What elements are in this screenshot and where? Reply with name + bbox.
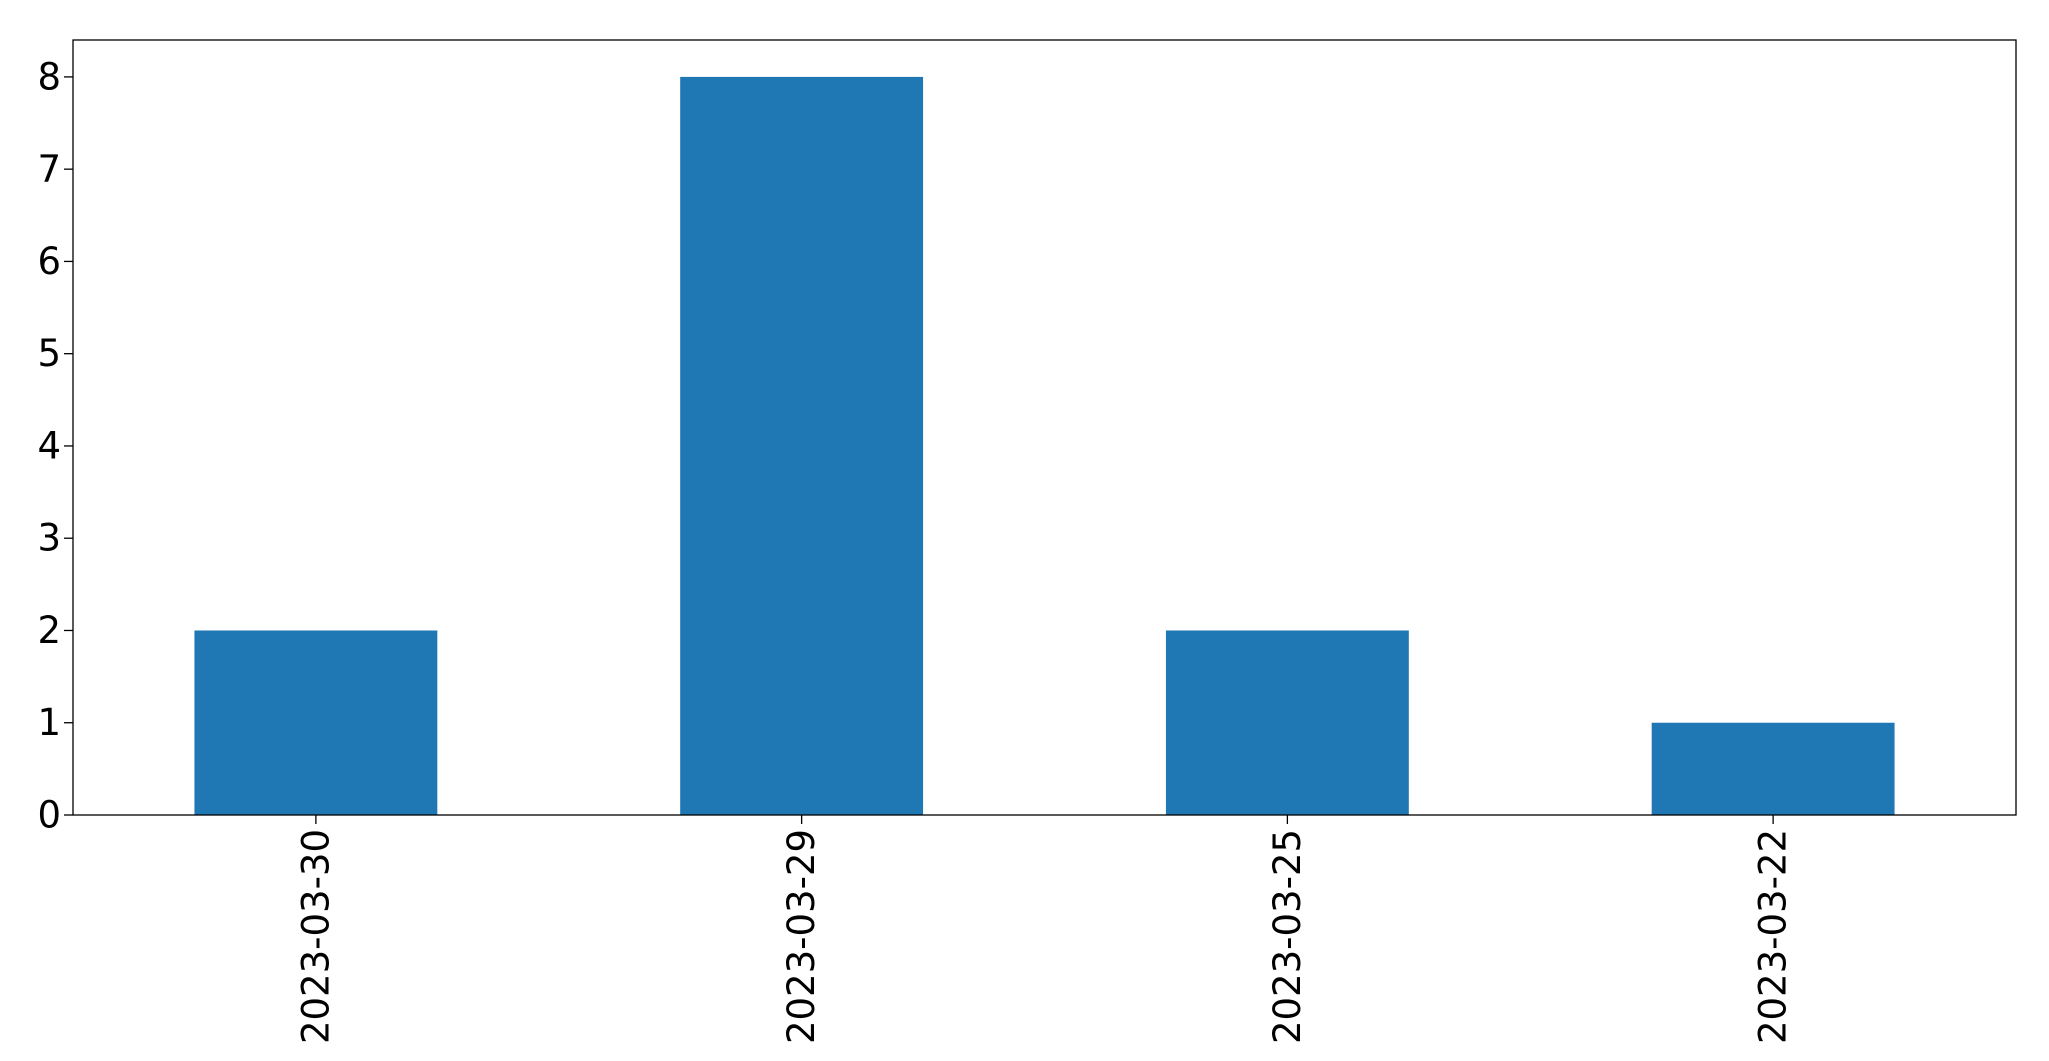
y-tick-label: 7 — [37, 148, 61, 191]
bar-2023-03-30 — [194, 630, 438, 815]
x-tick-label: 2023-03-25 — [1266, 829, 1309, 1044]
x-tick-label: 2023-03-30 — [294, 829, 337, 1044]
y-tick-label: 6 — [37, 240, 61, 283]
y-tick-label: 1 — [37, 701, 61, 744]
y-axis: 0 1 2 3 4 5 6 7 8 — [37, 55, 73, 837]
y-tick-label: 2 — [37, 609, 61, 652]
y-tick-label: 4 — [37, 424, 61, 467]
y-tick-label: 0 — [37, 794, 61, 837]
plot-frame — [72, 39, 2017, 816]
y-tick-label: 5 — [37, 332, 61, 375]
x-tick-label: 2023-03-22 — [1752, 829, 1795, 1044]
x-axis: 2023-03-30 2023-03-29 2023-03-25 2023-03-22 — [294, 815, 1795, 1044]
bar-2023-03-22 — [1651, 722, 1895, 815]
y-tick-label: 8 — [37, 55, 61, 98]
bars-group — [194, 76, 1895, 815]
x-tick-label: 2023-03-29 — [780, 829, 823, 1044]
bar-2023-03-29 — [680, 76, 924, 815]
y-tick-label: 3 — [37, 517, 61, 560]
bar-2023-03-25 — [1165, 630, 1409, 815]
